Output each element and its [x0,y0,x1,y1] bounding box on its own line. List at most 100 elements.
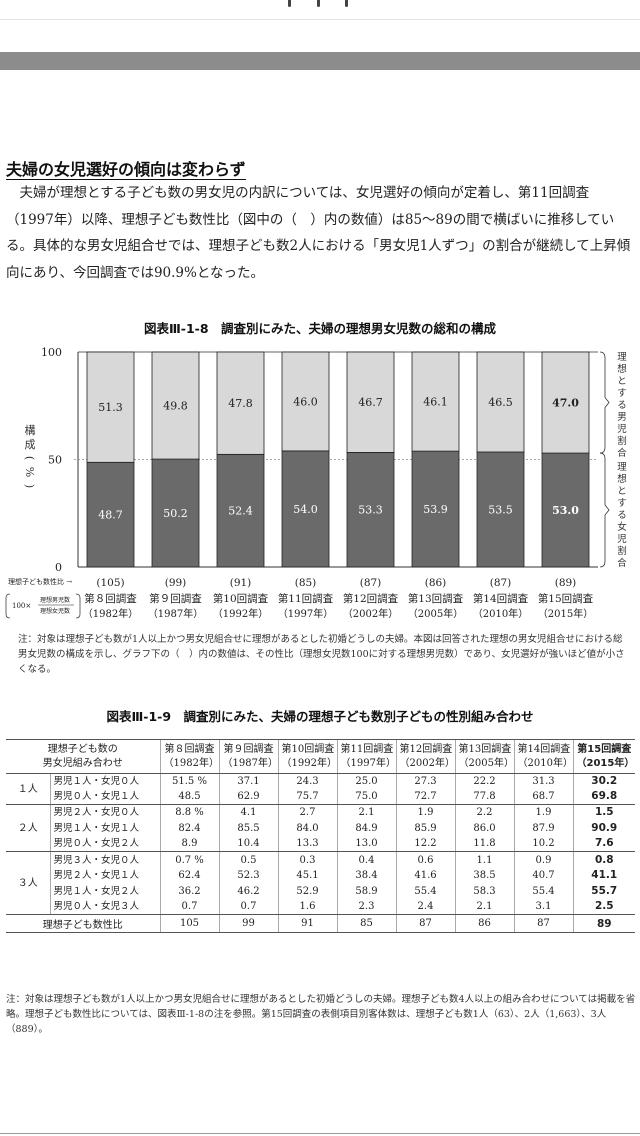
y-axis-label: 構成 (%) [23,424,36,488]
bar-male-value: 46.0 [293,395,318,408]
value-cell: 25.0 [336,773,396,790]
bar-female-segment [476,451,525,568]
header-survey-year: （2010年） [517,757,573,769]
bar-female-value: 53.5 [488,503,513,516]
gray-divider-band [0,52,640,70]
survey-year-label: （2010年） [473,607,528,620]
male-series-label-char: 割 [617,435,627,447]
survey-label: 第13回調査 [408,592,464,605]
female-series-label-char: る [617,510,627,521]
sex-ratio-value: 86 [454,914,514,934]
value-cell: 85.5 [218,820,278,837]
table-row: 男児０人・女児３人 0.7 0.7 1.6 2.3 2.4 2.1 3.1 2.5 [6,899,635,916]
female-series-label-char: 女 [617,521,627,533]
female-series-label-char: 理 [617,462,627,473]
value-cell: 4.1 [218,804,278,821]
bar-female-segment [216,453,265,568]
ratio-row-label: 理想子ども数性比 → [8,577,72,586]
female-series-label-char: 児 [617,534,627,545]
sex-ratio-label: (99) [165,577,187,589]
bar-female-segment [151,458,200,568]
header-survey-13: 第13回調査 （2005年） [454,739,514,774]
header-survey-name: 第12回調査 [399,743,453,755]
combination-label: 男児１人・女児１人 [53,822,140,834]
y-axis-label-char: ( [23,456,36,460]
table-row: １人 男児１人・女児０人 51.5 % 37.1 24.3 25.0 27.3 22.2 31.… [6,773,635,806]
bar-female-value: 48.7 [98,509,123,522]
sex-ratio-value: 87 [513,914,573,934]
value-cell: 86.0 [454,820,514,837]
value-cell: 7.6 [572,836,635,853]
sex-ratio-value: 99 [218,914,278,934]
survey-year-label: （1992年） [213,607,268,620]
table-header-row: 理想子ども数の 男女児組み合わせ 第８回調査 （1982年） 第９回調査 （1987年）第… [6,739,635,774]
y-axis-label-char: 構 [25,424,36,437]
value-cell: 0.7 % [159,851,219,868]
survey-label: 第10回調査 [213,592,269,605]
male-series-label-char: と [617,376,627,387]
female-series-label-char: と [617,486,627,497]
value-cell: 58.3 [454,883,514,899]
value-cell: 36.2 [159,883,219,899]
bar-female-value: 53.9 [423,503,448,516]
combination-label: 男児２人・女児０人 [53,807,140,819]
header-survey-name: 第８回調査 [164,743,215,755]
value-cell: 0.6 [395,851,455,868]
bar-male-value: 46.5 [488,396,513,409]
header-survey-name: 第10回調査 [281,743,335,755]
value-cell: 8.9 [159,836,219,853]
value-cell: 77.8 [454,789,514,806]
female-series-label-char: 合 [617,557,627,569]
bar-female-segment [86,461,135,568]
male-series-label-char: 合 [617,447,627,459]
sex-ratio-label: (105) [96,577,124,589]
value-cell: 2.5 [572,899,635,916]
y-tick-label: 0 [55,561,62,574]
value-cell: 84.9 [336,820,396,837]
bar-male-value: 49.8 [163,400,188,413]
value-cell: 75.0 [336,789,396,806]
bar-male-value: 47.0 [552,397,579,410]
bar-male-value: 51.3 [98,401,123,414]
formula-bracket-left [5,593,11,619]
sex-ratio-label: (87) [360,577,382,589]
bar-male-value: 47.8 [228,397,253,410]
male-series-label-char: 児 [617,424,627,435]
male-series-label-char: 理 [617,352,627,363]
bar-male-segment [541,351,590,454]
survey-label: 第８回調査 [84,592,137,605]
female-series-label-char: す [617,498,627,509]
header-survey-11: 第11回調査 （1997年） [336,739,396,774]
header-survey-name: 第９回調査 [223,743,274,755]
value-cell: 13.3 [277,836,337,853]
value-cell: 27.3 [395,773,455,790]
value-cell: 11.8 [454,836,514,853]
male-series-label-char: 想 [617,363,627,375]
value-cell: 55.4 [395,883,455,899]
value-cell: 10.4 [218,836,278,853]
survey-year-label: （2005年） [408,607,463,620]
combination-label: 男児１人・女児０人 [53,776,140,788]
bar-male-segment [476,351,525,453]
section-heading: 夫婦の女児選好の傾向は変わらず [6,160,246,180]
bar-male-segment [151,351,200,460]
value-cell: 1.9 [513,804,573,821]
header-survey-year: （1987年） [222,757,278,769]
value-cell: 8.8 % [159,804,219,821]
value-cell: 62.9 [218,789,278,806]
value-cell: 3.1 [513,899,573,916]
value-cell: 38.5 [454,867,514,884]
bar-male-segment [281,351,330,452]
value-cell: 87.9 [513,820,573,837]
header-corner: 理想子ども数の 男女児組み合わせ [6,739,160,774]
ratio-formula-numerator: 理想男児数 [40,596,70,604]
group-label: ３人 [6,851,51,916]
value-cell: 31.3 [513,773,573,790]
sex-ratio-row: 理想子ども数性比 105 99 91 85 87 86 87 89 [6,914,635,934]
header-survey-15: 第15回調査 （2015年） [572,739,635,774]
sex-ratio-label: (91) [230,577,252,589]
value-cell: 1.1 [454,851,514,868]
combination-label: 男児３人・女児０人 [53,854,140,866]
bar-female-value: 52.4 [228,505,253,518]
